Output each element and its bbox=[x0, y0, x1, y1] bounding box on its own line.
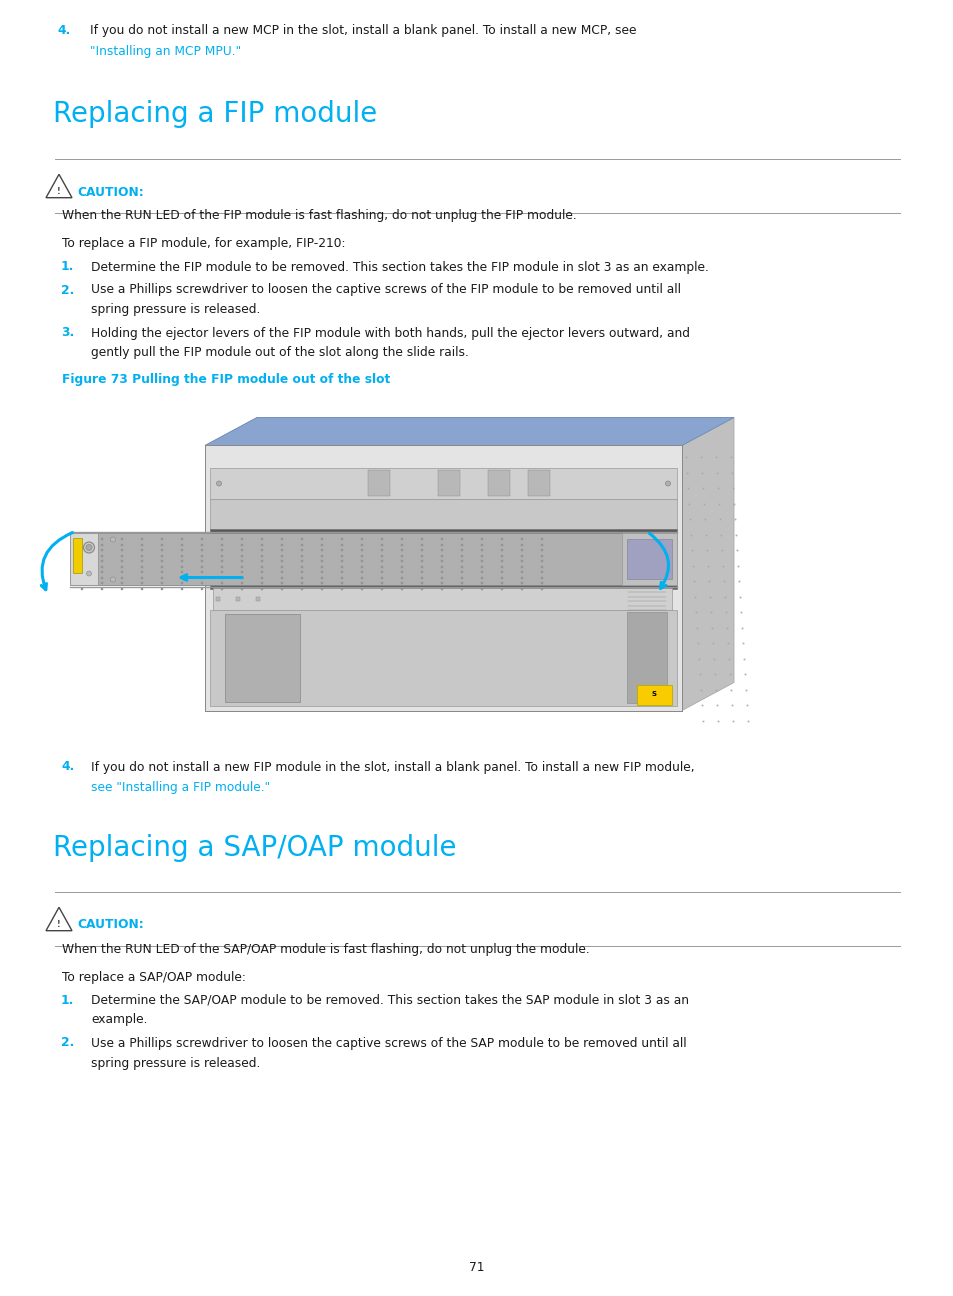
Polygon shape bbox=[210, 499, 677, 530]
Polygon shape bbox=[205, 417, 733, 446]
Polygon shape bbox=[225, 614, 299, 701]
Text: example.: example. bbox=[91, 1013, 148, 1026]
Polygon shape bbox=[210, 610, 677, 705]
Text: Replacing a FIP module: Replacing a FIP module bbox=[53, 101, 376, 128]
Polygon shape bbox=[621, 534, 677, 586]
Text: Use a Phillips screwdriver to loosen the captive screws of the FIP module to be : Use a Phillips screwdriver to loosen the… bbox=[91, 284, 680, 297]
Text: If you do not install a new MCP in the slot, install a blank panel. To install a: If you do not install a new MCP in the s… bbox=[90, 25, 636, 38]
Text: When the RUN LED of the FIP module is fast flashing, do not unplug the FIP modul: When the RUN LED of the FIP module is fa… bbox=[62, 210, 577, 223]
Circle shape bbox=[84, 542, 94, 553]
Bar bbox=[527, 470, 550, 496]
Text: Holding the ejector levers of the FIP module with both hands, pull the ejector l: Holding the ejector levers of the FIP mo… bbox=[91, 327, 689, 340]
Text: 2.: 2. bbox=[61, 284, 74, 297]
Bar bbox=[368, 470, 390, 496]
Text: !: ! bbox=[57, 920, 61, 929]
Polygon shape bbox=[637, 684, 671, 705]
Polygon shape bbox=[210, 530, 677, 590]
Text: S: S bbox=[651, 692, 657, 697]
Text: To replace a FIP module, for example, FIP-210:: To replace a FIP module, for example, FI… bbox=[62, 237, 345, 250]
Text: Determine the FIP module to be removed. This section takes the FIP module in slo: Determine the FIP module to be removed. … bbox=[91, 260, 708, 273]
Polygon shape bbox=[70, 534, 677, 586]
Text: 4.: 4. bbox=[57, 25, 71, 38]
Text: Use a Phillips screwdriver to loosen the captive screws of the SAP module to be : Use a Phillips screwdriver to loosen the… bbox=[91, 1037, 686, 1050]
Polygon shape bbox=[213, 588, 671, 610]
Text: spring pressure is released.: spring pressure is released. bbox=[91, 303, 260, 316]
Text: gently pull the FIP module out of the slot along the slide rails.: gently pull the FIP module out of the sl… bbox=[91, 346, 468, 359]
Text: CAUTION:: CAUTION: bbox=[77, 185, 144, 198]
Text: If you do not install a new FIP module in the slot, install a blank panel. To in: If you do not install a new FIP module i… bbox=[91, 761, 694, 774]
Polygon shape bbox=[681, 417, 733, 710]
Text: 2.: 2. bbox=[61, 1037, 74, 1050]
Text: When the RUN LED of the SAP/OAP module is fast flashing, do not unplug the modul: When the RUN LED of the SAP/OAP module i… bbox=[62, 942, 589, 955]
Polygon shape bbox=[210, 468, 677, 499]
Circle shape bbox=[216, 481, 221, 486]
Text: see "Installing a FIP module.": see "Installing a FIP module." bbox=[91, 780, 270, 793]
Text: 1.: 1. bbox=[61, 260, 74, 273]
Text: Figure 73 Pulling the FIP module out of the slot: Figure 73 Pulling the FIP module out of … bbox=[62, 373, 390, 386]
Text: 71: 71 bbox=[469, 1261, 484, 1274]
Circle shape bbox=[111, 577, 115, 582]
Circle shape bbox=[111, 537, 115, 542]
Polygon shape bbox=[70, 534, 98, 586]
Polygon shape bbox=[626, 539, 671, 579]
Text: Determine the SAP/OAP module to be removed. This section takes the SAP module in: Determine the SAP/OAP module to be remov… bbox=[91, 994, 688, 1007]
Circle shape bbox=[87, 572, 91, 575]
Circle shape bbox=[86, 544, 91, 551]
Polygon shape bbox=[205, 446, 681, 468]
Bar bbox=[437, 470, 459, 496]
Polygon shape bbox=[205, 446, 681, 710]
Polygon shape bbox=[205, 417, 733, 446]
Text: To replace a SAP/OAP module:: To replace a SAP/OAP module: bbox=[62, 971, 246, 984]
Text: Replacing a SAP/OAP module: Replacing a SAP/OAP module bbox=[53, 833, 456, 862]
Text: "Installing an MCP MPU.": "Installing an MCP MPU." bbox=[90, 45, 241, 58]
Text: !: ! bbox=[57, 188, 61, 197]
Circle shape bbox=[665, 481, 670, 486]
Text: 3.: 3. bbox=[61, 327, 74, 340]
Text: spring pressure is released.: spring pressure is released. bbox=[91, 1056, 260, 1069]
Text: CAUTION:: CAUTION: bbox=[77, 919, 144, 932]
Polygon shape bbox=[626, 613, 666, 704]
Text: 1.: 1. bbox=[61, 994, 74, 1007]
Text: 4.: 4. bbox=[61, 761, 74, 774]
Polygon shape bbox=[73, 539, 82, 574]
Bar bbox=[488, 470, 510, 496]
